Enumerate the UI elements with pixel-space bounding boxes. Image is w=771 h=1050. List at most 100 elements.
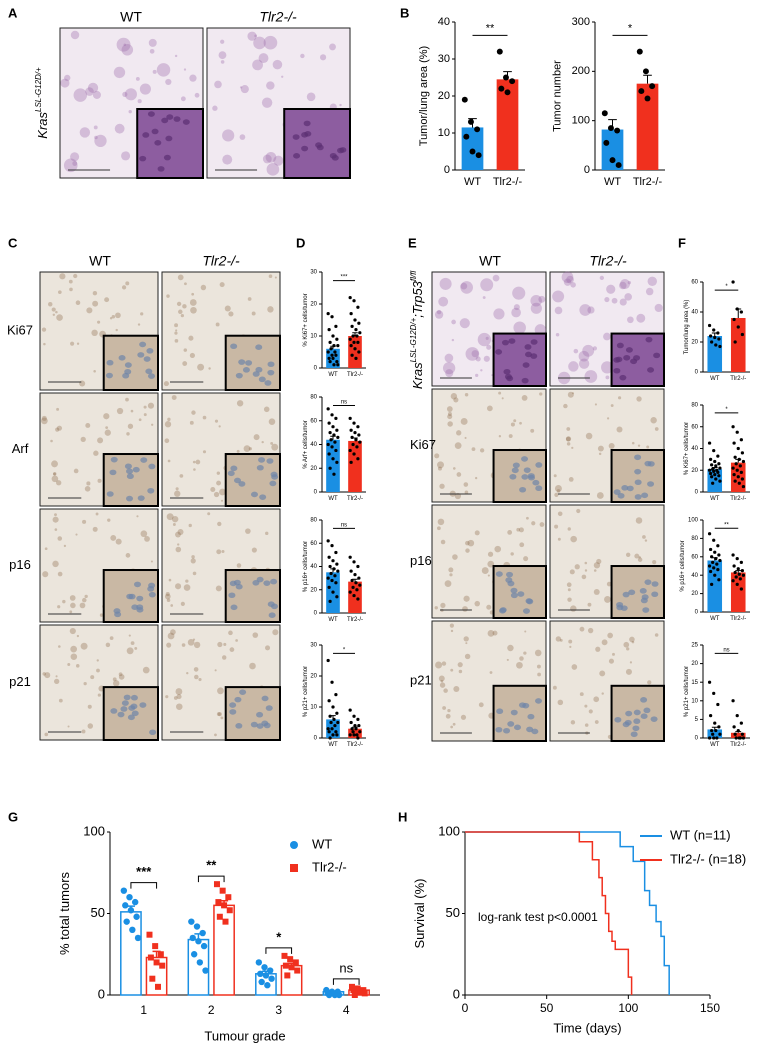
tissue-spot: [164, 438, 170, 444]
tissue-spot: [486, 405, 493, 412]
tissue-spot: [97, 320, 101, 324]
nucleus: [507, 580, 515, 587]
tissue-spot: [474, 600, 481, 607]
data-point: [330, 680, 334, 684]
tissue-spot: [584, 723, 589, 727]
bar: [636, 83, 659, 170]
data-point: [351, 992, 358, 998]
nucleus: [110, 456, 118, 463]
data-point: [739, 560, 743, 564]
data-point: [330, 445, 334, 449]
micrograph: [39, 392, 159, 507]
tissue-spot: [247, 297, 252, 301]
tissue-spot: [626, 647, 630, 651]
nucleus: [628, 589, 636, 596]
x-tick-label: 1: [140, 1003, 147, 1017]
tissue-spot: [568, 639, 573, 644]
nucleus: [267, 601, 275, 607]
nucleus: [510, 709, 518, 716]
data-point: [735, 714, 739, 718]
tissue-spot: [193, 468, 196, 471]
data-point: [353, 318, 357, 322]
tissue-spot: [180, 314, 184, 318]
nucleus: [640, 713, 648, 719]
tissue-spot: [596, 558, 602, 565]
nucleus: [521, 474, 529, 480]
y-tick-label: 0: [453, 986, 460, 1001]
data-point: [714, 557, 718, 561]
nucleus: [269, 480, 277, 487]
nucleus: [622, 591, 630, 598]
tissue-spot: [627, 316, 634, 324]
nucleus: [267, 361, 275, 368]
nucleus: [271, 474, 279, 480]
tissue-spot: [617, 396, 622, 400]
y-tick-label: 40: [691, 310, 698, 316]
nucleus: [495, 726, 503, 733]
data-point: [329, 438, 333, 442]
tissue-spot: [84, 594, 88, 599]
nucleus: [641, 492, 649, 499]
tissue-spot: [265, 531, 269, 536]
data-point: [358, 331, 362, 335]
tissue-spot: [217, 521, 222, 527]
data-point: [708, 471, 713, 476]
x-tick-label: Tlr2-/-: [347, 617, 363, 623]
y-tick-label: 25: [691, 643, 698, 649]
tissue-spot: [570, 720, 576, 725]
data-point: [330, 413, 334, 417]
nucleus: [626, 485, 634, 492]
tissue-spot: [55, 427, 60, 432]
data-point: [636, 48, 643, 55]
tissue-spot: [147, 402, 155, 409]
data-point: [361, 990, 368, 997]
x-tick-label: Tlr2-/-: [633, 176, 663, 188]
data-point: [334, 324, 338, 329]
data-point: [733, 455, 737, 459]
tissue-spot: [440, 602, 446, 609]
column-label: WT: [89, 253, 111, 269]
tissue-spot: [460, 281, 473, 294]
data-point: [325, 991, 333, 999]
tissue-spot: [449, 573, 453, 577]
tissue-spot: [471, 447, 476, 451]
data-point: [718, 732, 722, 736]
data-point: [335, 733, 339, 737]
tissue-spot: [635, 517, 643, 524]
tissue-spot: [236, 449, 240, 453]
nucleus: [640, 697, 648, 703]
y-axis-label: % p21+ cells/tumor: [303, 666, 309, 717]
data-point: [735, 307, 739, 311]
tissue-spot: [619, 281, 627, 290]
tissue-spot: [239, 86, 243, 89]
significance-bracket: [265, 947, 293, 954]
tissue-spot: [654, 633, 659, 637]
tissue-spot: [273, 155, 284, 166]
tissue-spot: [239, 134, 246, 140]
tissue-spot: [166, 642, 172, 648]
data-point: [708, 547, 713, 552]
genotype-part: Kras: [35, 111, 50, 138]
tissue-spot: [128, 109, 132, 114]
data-point: [731, 699, 735, 703]
y-tick-label: 0: [695, 370, 699, 376]
tissue-spot: [97, 478, 102, 483]
tissue-spot: [215, 322, 220, 327]
tissue-spot: [202, 415, 207, 420]
nucleus: [621, 485, 629, 491]
data-point: [333, 440, 337, 444]
nucleus: [523, 467, 531, 473]
tissue-spot: [579, 304, 592, 316]
tissue-spot: [165, 695, 169, 699]
nucleus: [124, 362, 132, 368]
data-point: [736, 325, 740, 329]
tissue-spot: [184, 282, 187, 286]
tissue-spot: [180, 601, 185, 606]
data-point: [350, 324, 354, 329]
nucleus: [651, 581, 659, 587]
tissue-spot: [135, 76, 140, 81]
tissue-spot: [498, 435, 502, 438]
data-point: [713, 335, 717, 340]
data-point: [732, 564, 736, 568]
nucleus: [121, 700, 129, 706]
